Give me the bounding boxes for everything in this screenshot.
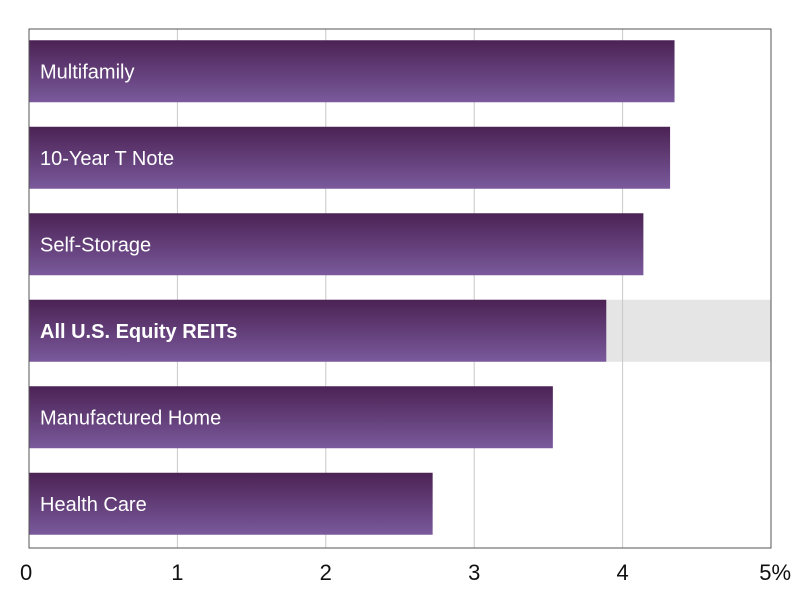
bar-self-storage (29, 213, 644, 276)
plot-frame (28, 28, 772, 549)
plot-border (28, 28, 772, 549)
bar-all-u-s-equity-reits (29, 299, 607, 362)
bar-label-manufactured-home: Manufactured Home (40, 407, 221, 429)
x-tick-label: 2 (320, 560, 332, 585)
bar-label-all-u-s-equity-reits: All U.S. Equity REITs (40, 321, 237, 343)
x-tick-label: 0 (20, 560, 32, 585)
bar-label-multifamily: Multifamily (40, 61, 134, 83)
bar-multifamily (29, 40, 675, 103)
x-tick-label: 3 (468, 560, 480, 585)
x-tick-label: 4 (616, 560, 628, 585)
x-tick-label: 5% (759, 560, 791, 585)
x-axis-ticks: 0 1 2 3 4 5% (20, 560, 791, 585)
x-tick-label: 1 (171, 560, 183, 585)
bar-10-year-t-note (29, 126, 671, 189)
bar-label-10-year-t-note: 10-Year T Note (40, 148, 174, 170)
bar-label-health-care: Health Care (40, 494, 147, 516)
bars: Multifamily 10-Year T Note Self-Storage All… (29, 40, 675, 535)
bar-health-care (29, 472, 433, 535)
gridlines (176, 29, 624, 548)
bar-manufactured-home (29, 386, 553, 449)
bar-label-self-storage: Self-Storage (40, 234, 151, 256)
